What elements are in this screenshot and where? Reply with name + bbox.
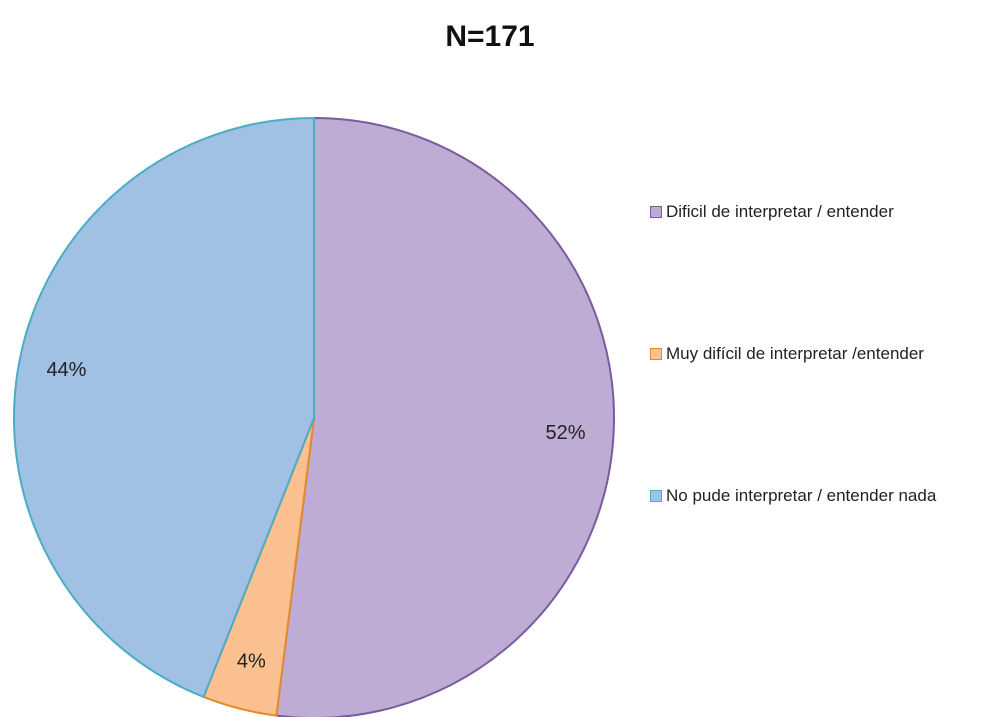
- data-label: 52%: [545, 422, 585, 444]
- legend-label: No pude interpretar / entender nada: [666, 486, 937, 505]
- legend-entry: Dificil de interpretar / entender: [650, 200, 995, 224]
- legend: Dificil de interpretar / entender Muy dif…: [650, 200, 995, 626]
- legend-swatch: [650, 206, 662, 218]
- pie-slice: [13, 116, 315, 699]
- legend-swatch: [650, 348, 662, 360]
- pie-slice: [275, 116, 615, 717]
- legend-entry: No pude interpretar / entender nada: [650, 484, 995, 508]
- data-label: 4%: [237, 650, 266, 672]
- data-label: 44%: [46, 359, 86, 381]
- legend-swatch: [650, 490, 662, 502]
- legend-label: Dificil de interpretar / entender: [666, 202, 894, 221]
- legend-label: Muy difícil de interpretar /entender: [666, 344, 924, 363]
- legend-entry: Muy difícil de interpretar /entender: [650, 342, 995, 366]
- chart-title: N=171: [445, 20, 534, 53]
